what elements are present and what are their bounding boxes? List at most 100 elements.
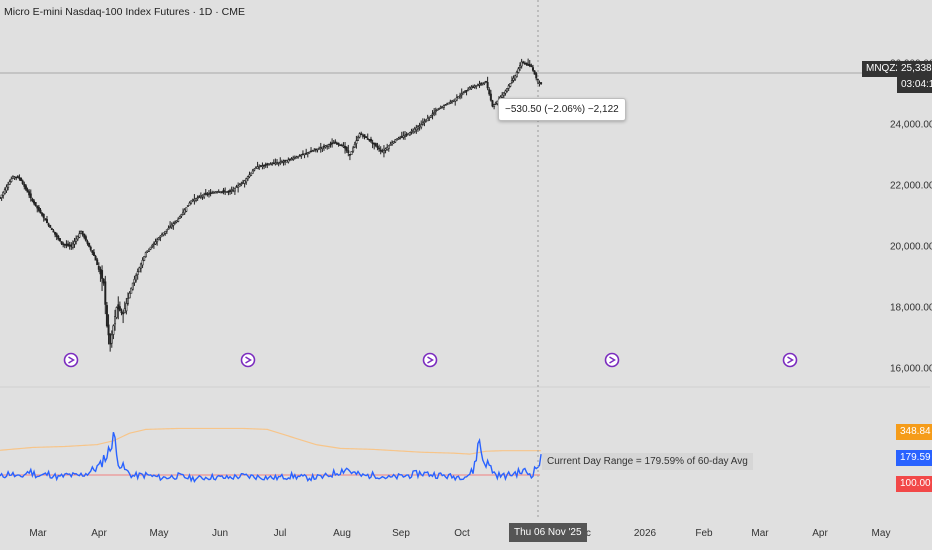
candle-body [331,142,334,145]
candle-body [227,190,230,193]
candle-body [342,145,345,148]
candle-body [467,88,470,92]
candle-body [136,271,139,275]
candle-body [407,133,410,136]
candle-body [324,145,327,148]
candle-body [201,195,204,197]
candle-body [334,141,337,144]
candle-body [428,116,431,119]
candle-body [242,182,245,184]
candle-body [531,67,534,71]
event-markers[interactable] [63,352,798,368]
candle-body [20,177,23,182]
candle-body [290,158,293,160]
candle-body [350,151,353,155]
candle-body [462,92,465,95]
event-marker-icon[interactable] [240,352,256,368]
event-marker-icon[interactable] [782,352,798,368]
candle-body [326,144,329,147]
candle-body [379,149,382,152]
candle-body [49,225,52,228]
candle-body [0,197,1,199]
candle-body [245,178,248,183]
candle-body [426,118,429,122]
price-candles [0,58,543,352]
candle-body [26,189,29,193]
candle-body [431,113,434,116]
candle-body [489,93,492,101]
candle-body [175,220,178,223]
candle-body [463,91,466,93]
candle-body [418,125,421,127]
candle-body [361,135,364,137]
candle-body [420,124,423,128]
time-axis: MarAprMayJunJulAugSepOctDec2026FebMarApr… [29,528,890,539]
candle-body [169,226,172,228]
candle-body [143,256,146,261]
candle-body [314,148,317,151]
candle-body [151,244,154,247]
candle-body [196,197,199,199]
candle-body [507,85,510,89]
candle-body [493,104,496,107]
candle-body [387,145,390,149]
time-tick-label: 2026 [634,528,657,539]
candle-body [371,142,374,144]
crosshair-date-label: Thu 06 Nov '25 [509,523,587,542]
candle-body [224,191,227,193]
candle-body [450,100,453,103]
candle-body [468,87,471,90]
candle-body [376,146,379,148]
candle-body [527,64,530,66]
candle-body [412,129,415,133]
event-marker-icon[interactable] [604,352,620,368]
candle-body [39,209,42,214]
event-marker-icon[interactable] [422,352,438,368]
time-tick-label: May [872,528,891,539]
candle-body [33,200,36,204]
candle-body [233,187,236,192]
candle-body [276,162,279,165]
candle-body [523,63,526,65]
candle-body [94,255,97,261]
candle-body [365,136,368,139]
candle-body [2,192,5,196]
candle-body [183,209,186,214]
candle-body [246,176,249,180]
candle-body [528,63,531,67]
candle-body [243,180,246,184]
candle-body [217,191,220,193]
candle-body [63,243,66,246]
candle-body [259,165,262,167]
candle-body [308,151,311,154]
candle-body [91,250,94,253]
candle-body [235,186,238,188]
candle-body [266,163,269,165]
average-line [0,427,542,455]
range-line [0,431,542,483]
candle-body [55,233,58,237]
candle-body [222,189,225,192]
time-tick-label: Mar [29,528,47,539]
candle-body [258,166,261,168]
event-marker-icon[interactable] [63,352,79,368]
candle-body [392,140,395,144]
candle-body [353,144,356,148]
candle-body [180,214,183,217]
candle-body [287,159,290,163]
candle-body [288,158,291,161]
candle-body [81,230,84,235]
candle-body [501,94,504,98]
candle-body [76,236,79,240]
candle-body [313,149,316,152]
candle-body [220,191,223,193]
time-tick-label: May [150,528,169,539]
candle-body [44,218,47,221]
candle-body [403,134,406,137]
time-tick-label: Feb [695,528,713,539]
candle-body [389,144,392,146]
candle-body [352,147,355,152]
candle-body [303,153,306,156]
